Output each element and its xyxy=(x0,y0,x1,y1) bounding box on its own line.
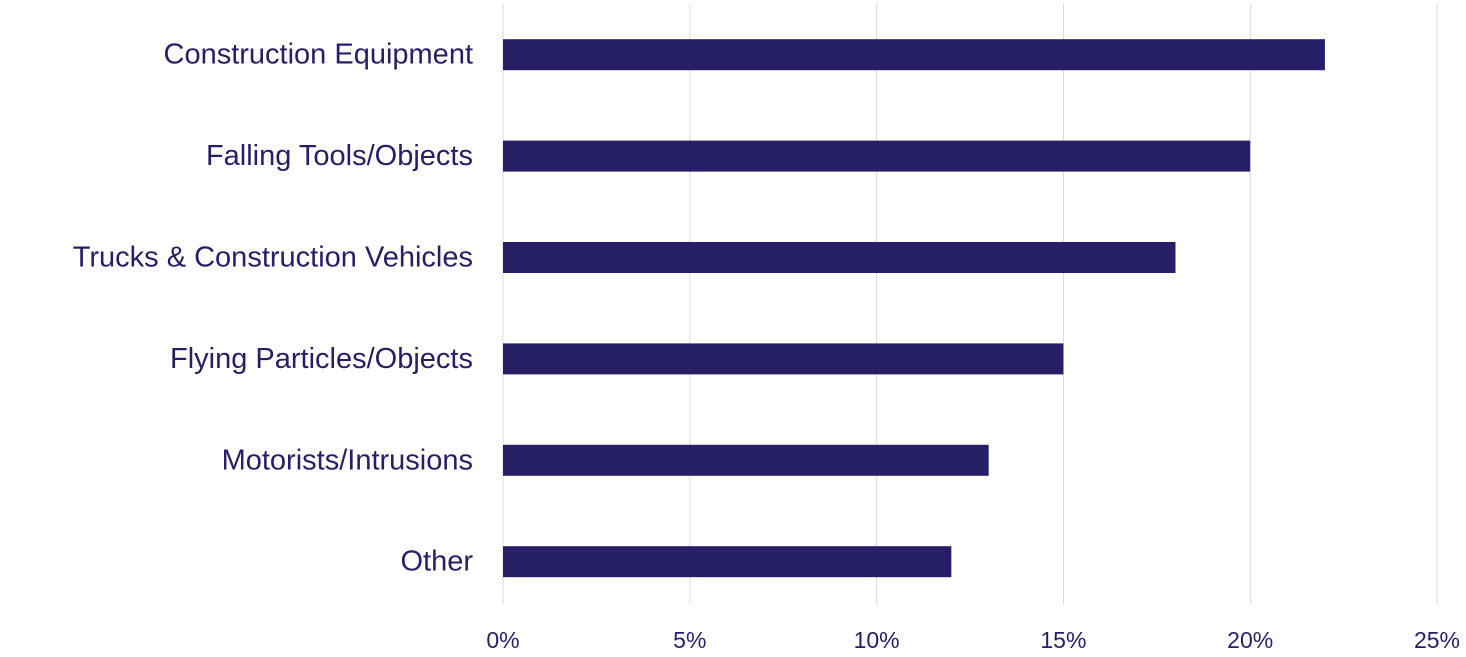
category-label-1: Falling Tools/Objects xyxy=(206,140,473,172)
x-tick-label-4: 20% xyxy=(1227,627,1273,653)
bar-2 xyxy=(503,242,1176,273)
category-label-4: Motorists/Intrusions xyxy=(222,444,473,476)
category-label-3: Flying Particles/Objects xyxy=(170,343,473,375)
x-tick-label-1: 5% xyxy=(673,627,706,653)
category-label-2: Trucks & Construction Vehicles xyxy=(73,242,473,274)
bar-0 xyxy=(503,39,1325,71)
x-tick-label-3: 15% xyxy=(1040,627,1086,653)
bars xyxy=(503,39,1325,578)
bar-1 xyxy=(503,140,1251,172)
x-axis-tick-labels: 0% 5% 10% 15% 20% 25% xyxy=(486,627,1460,653)
gridlines xyxy=(502,4,1438,604)
category-labels: Construction Equipment Falling Tools/Obje… xyxy=(73,39,474,578)
x-tick-label-5: 25% xyxy=(1414,627,1460,653)
x-tick-label-2: 10% xyxy=(854,627,900,653)
x-tick-label-0: 0% xyxy=(486,627,519,653)
bar-4 xyxy=(503,444,989,476)
category-label-0: Construction Equipment xyxy=(164,39,474,71)
bar-3 xyxy=(503,343,1064,375)
category-label-5: Other xyxy=(400,546,473,578)
bar-5 xyxy=(503,546,952,578)
